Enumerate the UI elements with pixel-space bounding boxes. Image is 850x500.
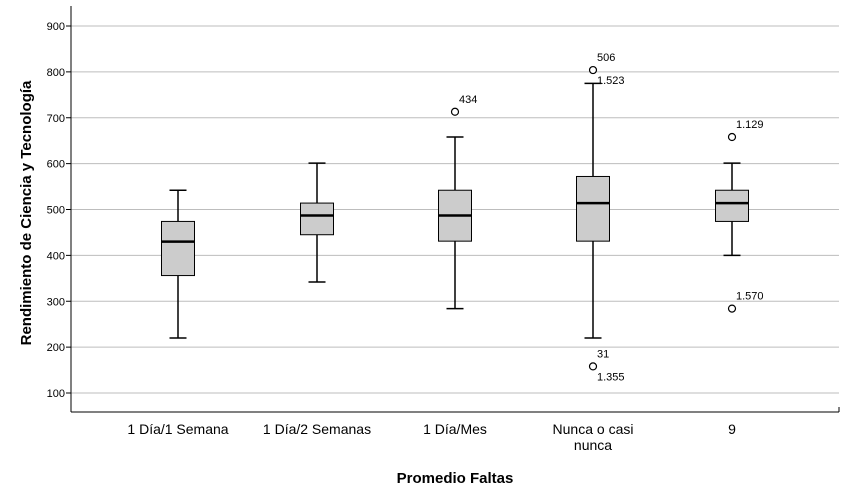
outlier-point — [588, 65, 598, 75]
iqr-box — [161, 220, 195, 277]
outlier-point — [450, 107, 460, 116]
x-category-label: 1 Día/2 Semanas — [263, 421, 371, 437]
outlier-label: 1.523 — [597, 75, 625, 87]
y-tick-label-400: 400 — [47, 250, 65, 262]
x-category-label: 1 Día/Mes — [423, 421, 487, 437]
y-tick-label-800: 800 — [47, 67, 65, 79]
outlier-label: 1.129 — [736, 119, 764, 131]
box-group-1 — [161, 189, 195, 339]
y-tick-label-100: 100 — [47, 388, 65, 400]
axes — [66, 6, 840, 413]
outlier-point — [727, 132, 737, 142]
x-category-labels: 1 Día/1 Semana 1 Día/2 Semanas 1 Día/Mes Nu… — [127, 421, 736, 453]
box-group-5: 1.129 1.570 — [715, 119, 764, 313]
iqr-box — [576, 175, 610, 242]
outlier-point — [588, 362, 598, 371]
y-tick-labels: 100 200 300 400 500 600 700 800 900 — [47, 21, 65, 400]
box-group-3: 434 — [438, 94, 477, 310]
y-tick-label-600: 600 — [47, 159, 65, 171]
x-category-label: Nunca o casi — [553, 421, 634, 437]
box-group-4: 506 1.523 31 1.355 — [576, 52, 625, 383]
outlier-point — [727, 304, 737, 313]
y-tick-label-200: 200 — [47, 342, 65, 354]
iqr-box — [715, 189, 749, 222]
y-tick-label-500: 500 — [47, 205, 65, 217]
outlier-label: 31 — [597, 348, 609, 360]
y-tick-label-900: 900 — [47, 21, 65, 33]
iqr-box — [300, 202, 334, 236]
boxes: 434 506 1.523 31 1.355 1.129 1.570 — [161, 52, 764, 383]
box-group-2 — [300, 162, 334, 283]
x-category-label: 9 — [728, 421, 736, 437]
outlier-label: 434 — [459, 94, 477, 106]
y-tick-label-700: 700 — [47, 113, 65, 125]
outlier-label: 1.570 — [736, 291, 764, 303]
y-axis-title: Rendimiento de Ciencia y Tecnología — [18, 80, 35, 345]
y-tick-label-300: 300 — [47, 296, 65, 308]
x-axis-title: Promedio Faltas — [397, 470, 514, 487]
x-category-label: nunca — [574, 437, 612, 453]
outlier-label: 1.355 — [597, 371, 625, 383]
x-category-label: 1 Día/1 Semana — [127, 421, 228, 437]
outlier-label: 506 — [597, 52, 615, 64]
